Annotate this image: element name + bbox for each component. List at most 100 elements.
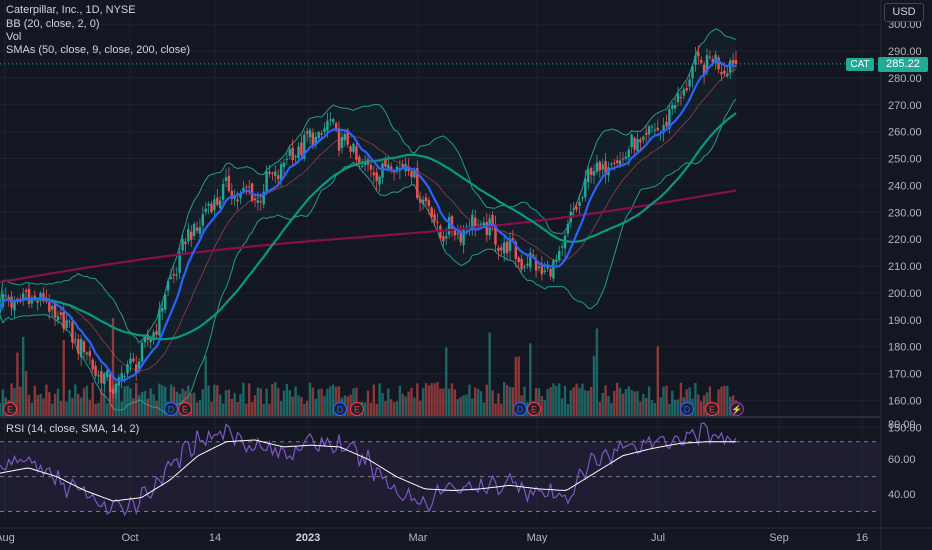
candle-body[interactable]: [221, 184, 225, 200]
candle-body[interactable]: [520, 258, 523, 270]
candle-body[interactable]: [227, 175, 231, 191]
candle-body[interactable]: [279, 164, 283, 181]
candle-body[interactable]: [584, 178, 587, 198]
candle-body[interactable]: [482, 222, 486, 226]
candle-body[interactable]: [242, 187, 245, 193]
candle-body[interactable]: [723, 70, 726, 74]
candle-body[interactable]: [726, 73, 729, 77]
candle-body[interactable]: [581, 197, 584, 199]
candle-body[interactable]: [662, 125, 665, 133]
candle-body[interactable]: [465, 226, 468, 228]
candle-body[interactable]: [155, 330, 158, 335]
candle-body[interactable]: [250, 183, 254, 201]
candle-body[interactable]: [152, 332, 155, 341]
candle-body[interactable]: [700, 60, 703, 63]
candle-body[interactable]: [427, 200, 431, 206]
candle-body[interactable]: [453, 228, 457, 236]
candle-body[interactable]: [230, 190, 233, 199]
candle-body[interactable]: [343, 133, 346, 141]
candle-body[interactable]: [601, 164, 604, 170]
candle-body[interactable]: [334, 123, 338, 129]
candle-body[interactable]: [511, 238, 515, 241]
candle-body[interactable]: [679, 97, 683, 99]
candle-body[interactable]: [459, 231, 462, 243]
candle-body[interactable]: [36, 301, 39, 303]
candle-body[interactable]: [56, 316, 60, 320]
candle-body[interactable]: [671, 104, 674, 109]
candle-body[interactable]: [621, 158, 625, 160]
candle-body[interactable]: [323, 128, 326, 133]
candle-body[interactable]: [697, 52, 700, 57]
candle-body[interactable]: [410, 170, 413, 178]
candle-body[interactable]: [4, 295, 7, 297]
candle-body[interactable]: [135, 364, 138, 374]
bb-legend[interactable]: BB (20, close, 2, 0): [6, 18, 100, 30]
candle-body[interactable]: [642, 136, 645, 140]
candle-body[interactable]: [308, 130, 312, 138]
candle-body[interactable]: [645, 132, 648, 135]
candle-body[interactable]: [485, 222, 488, 235]
dividend-marker-icon[interactable]: [512, 401, 528, 417]
candle-body[interactable]: [474, 217, 477, 230]
candle-body[interactable]: [337, 128, 341, 151]
candle-body[interactable]: [68, 321, 71, 322]
candle-body[interactable]: [262, 191, 265, 205]
dividend-marker-icon[interactable]: [332, 401, 348, 417]
candle-body[interactable]: [143, 336, 147, 343]
candle-body[interactable]: [378, 176, 381, 185]
currency-button[interactable]: USD: [884, 3, 924, 22]
candle-body[interactable]: [305, 131, 309, 134]
candle-body[interactable]: [132, 358, 135, 362]
candle-body[interactable]: [149, 337, 152, 343]
candle-body[interactable]: [447, 216, 451, 235]
candle-body[interactable]: [59, 312, 63, 316]
candle-body[interactable]: [694, 55, 697, 65]
candle-body[interactable]: [184, 241, 187, 244]
candle-body[interactable]: [589, 168, 593, 175]
candle-body[interactable]: [653, 129, 657, 131]
candle-body[interactable]: [636, 138, 639, 152]
candle-body[interactable]: [164, 294, 167, 310]
candle-body[interactable]: [375, 172, 378, 182]
candle-body[interactable]: [1, 293, 5, 307]
candle-body[interactable]: [688, 79, 691, 87]
candle-body[interactable]: [195, 227, 199, 231]
candle-body[interactable]: [288, 149, 291, 156]
candle-body[interactable]: [505, 241, 509, 254]
candle-body[interactable]: [543, 270, 546, 273]
candle-body[interactable]: [161, 307, 164, 312]
candle-body[interactable]: [169, 277, 173, 279]
candle-body[interactable]: [714, 54, 717, 63]
candle-body[interactable]: [491, 214, 494, 227]
candle-body[interactable]: [575, 206, 578, 210]
candle-body[interactable]: [436, 221, 439, 223]
candle-body[interactable]: [384, 159, 387, 167]
candle-body[interactable]: [7, 296, 10, 300]
candle-body[interactable]: [517, 257, 520, 263]
candle-body[interactable]: [259, 201, 262, 203]
candle-body[interactable]: [248, 186, 251, 188]
candle-body[interactable]: [137, 361, 141, 370]
event-markers[interactable]: E D E D E D E D E ⚡: [2, 401, 745, 417]
candle-body[interactable]: [314, 136, 317, 144]
candle-body[interactable]: [210, 203, 213, 212]
candle-body[interactable]: [207, 203, 210, 206]
candle-body[interactable]: [546, 265, 549, 269]
candle-body[interactable]: [610, 163, 613, 165]
candle-body[interactable]: [361, 166, 364, 168]
candle-body[interactable]: [166, 281, 170, 291]
candle-body[interactable]: [126, 364, 129, 374]
candle-body[interactable]: [560, 246, 564, 248]
candle-body[interactable]: [352, 143, 355, 152]
candle-body[interactable]: [424, 197, 428, 202]
candle-body[interactable]: [587, 169, 590, 182]
candle-body[interactable]: [120, 373, 123, 380]
candle-body[interactable]: [558, 251, 561, 260]
candle-body[interactable]: [158, 309, 161, 336]
candle-body[interactable]: [94, 365, 97, 376]
candle-body[interactable]: [79, 338, 83, 358]
candle-body[interactable]: [213, 199, 216, 210]
candle-body[interactable]: [572, 208, 575, 210]
candle-body[interactable]: [91, 359, 94, 370]
candle-body[interactable]: [172, 274, 176, 276]
